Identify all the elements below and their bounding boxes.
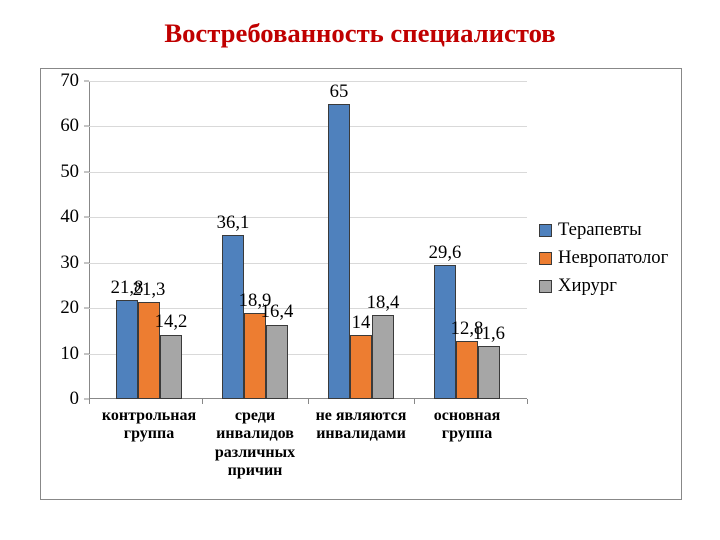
y-axis	[89, 81, 90, 399]
y-tick-mark	[84, 308, 89, 309]
legend-label: Невропатолог	[558, 247, 668, 269]
y-tick-mark	[84, 126, 89, 127]
bar	[328, 104, 350, 399]
bar-value-label: 18,4	[367, 292, 400, 314]
x-category-label: контрольная группа	[98, 407, 200, 444]
bar-value-label: 14,2	[155, 311, 188, 333]
y-tick-label: 20	[45, 297, 79, 319]
bar	[456, 341, 478, 399]
x-group-tick	[527, 399, 528, 404]
y-tick-label: 40	[45, 206, 79, 228]
bar	[478, 346, 500, 399]
legend-swatch	[539, 252, 552, 265]
legend: Терапевты Невропатолог Хирург	[539, 219, 668, 303]
bar-value-label: 21,3	[133, 279, 166, 301]
bar-value-label: 14	[352, 312, 371, 334]
bar	[116, 300, 138, 399]
y-tick-label: 70	[45, 70, 79, 92]
legend-swatch	[539, 224, 552, 237]
x-group-tick	[202, 399, 203, 404]
y-tick-label: 10	[45, 343, 79, 365]
bar	[372, 315, 394, 399]
x-group-tick	[414, 399, 415, 404]
gridline	[89, 172, 527, 173]
legend-item: Терапевты	[539, 219, 668, 241]
x-category-label: не являются инвалидами	[310, 407, 412, 444]
gridline	[89, 81, 527, 82]
page: Востребованность специалистов 0 10 20 30 40 5…	[0, 0, 720, 540]
y-tick-label: 0	[45, 388, 79, 410]
bar-value-label: 36,1	[217, 212, 250, 234]
y-tick-label: 60	[45, 115, 79, 137]
bar-value-label: 29,6	[429, 242, 462, 264]
x-group-tick	[308, 399, 309, 404]
x-category-label: основная группа	[416, 407, 518, 444]
bar	[244, 313, 266, 399]
chart-title: Востребованность специалистов	[0, 18, 720, 49]
bar	[350, 335, 372, 399]
x-group-tick	[89, 399, 90, 404]
y-tick-mark	[84, 353, 89, 354]
chart-container: 01020304050607021,821,314,2контрольная г…	[40, 68, 682, 500]
x-category-label: среди инвалидов различных причин	[204, 407, 306, 481]
y-tick-mark	[84, 81, 89, 82]
y-tick-label: 50	[45, 161, 79, 183]
bar-value-label: 16,4	[261, 301, 294, 323]
legend-swatch	[539, 280, 552, 293]
gridline	[89, 217, 527, 218]
plot-area: 01020304050607021,821,314,2контрольная г…	[89, 81, 527, 399]
y-tick-label: 30	[45, 252, 79, 274]
legend-item: Невропатолог	[539, 247, 668, 269]
y-tick-mark	[84, 217, 89, 218]
y-tick-mark	[84, 262, 89, 263]
legend-item: Хирург	[539, 275, 668, 297]
legend-label: Хирург	[558, 275, 617, 297]
legend-label: Терапевты	[558, 219, 642, 241]
bar	[160, 335, 182, 400]
gridline	[89, 126, 527, 127]
bar	[222, 235, 244, 399]
y-tick-mark	[84, 171, 89, 172]
bar	[266, 325, 288, 400]
bar-value-label: 65	[330, 81, 349, 103]
bar-value-label: 11,6	[473, 323, 505, 345]
